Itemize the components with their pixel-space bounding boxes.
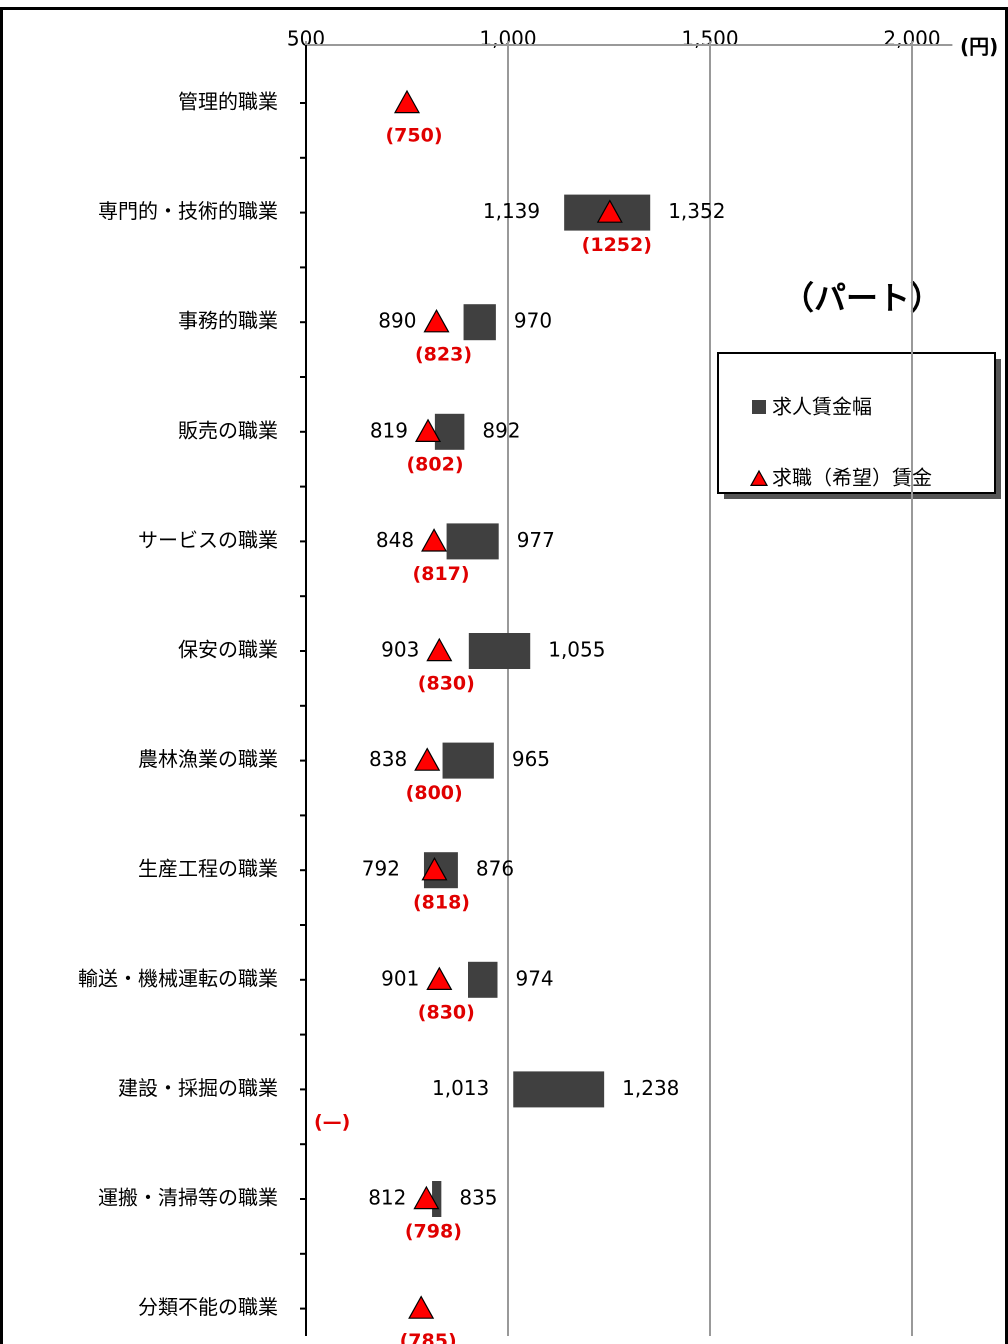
high-label: 970 bbox=[514, 309, 552, 333]
marker-label: (818) bbox=[413, 892, 470, 914]
legend-label: 求職（希望）賃金 bbox=[772, 466, 932, 490]
range-bar bbox=[468, 961, 498, 998]
y-tick-label: 事務的職業 bbox=[178, 309, 278, 333]
legend-swatch bbox=[752, 400, 766, 414]
low-label: 903 bbox=[381, 638, 419, 662]
range-bar bbox=[513, 1071, 605, 1108]
marker-label: (800) bbox=[406, 782, 463, 804]
low-label: 812 bbox=[368, 1186, 406, 1210]
y-tick-label: 農林漁業の職業 bbox=[138, 747, 278, 771]
y-tick-label: 輸送・機械運転の職業 bbox=[78, 966, 278, 990]
marker-label: (—) bbox=[314, 1111, 350, 1133]
marker bbox=[596, 199, 623, 223]
marker-label: (830) bbox=[418, 673, 475, 695]
range-bar bbox=[463, 304, 496, 341]
marker bbox=[426, 637, 453, 662]
high-label: 1,352 bbox=[668, 199, 725, 223]
high-label: 1,055 bbox=[548, 638, 605, 662]
low-label: 890 bbox=[378, 309, 416, 333]
marker bbox=[414, 418, 442, 442]
y-tick-label: 建設・採掘の職業 bbox=[118, 1076, 278, 1100]
y-tick-label: 保安の職業 bbox=[178, 638, 278, 662]
y-tick-label: 専門的・技術的職業 bbox=[98, 199, 278, 223]
unit-label: (円) bbox=[960, 35, 998, 59]
marker bbox=[413, 1185, 440, 1210]
high-label: 1,238 bbox=[622, 1076, 679, 1100]
low-label: 1,013 bbox=[432, 1076, 489, 1100]
marker bbox=[408, 1295, 435, 1319]
marker-label: (802) bbox=[406, 453, 463, 475]
marker-label: (798) bbox=[405, 1221, 462, 1243]
low-label: 819 bbox=[370, 418, 408, 442]
y-tick-label: 分類不能の職業 bbox=[138, 1295, 278, 1319]
y-tick-label: サービスの職業 bbox=[138, 528, 278, 552]
low-label: 838 bbox=[369, 747, 407, 771]
marker-label: (817) bbox=[413, 563, 470, 585]
high-label: 977 bbox=[517, 528, 555, 552]
range-bar bbox=[434, 413, 465, 450]
high-label: 835 bbox=[459, 1186, 497, 1210]
marker bbox=[414, 747, 441, 771]
legend-label: 求人賃金幅 bbox=[772, 395, 872, 419]
y-tick-label: 管理的職業 bbox=[178, 90, 278, 114]
marker-label: (750) bbox=[385, 125, 442, 147]
high-label: 974 bbox=[515, 966, 553, 990]
annotation: （パート） bbox=[782, 279, 942, 317]
legend bbox=[717, 352, 996, 494]
range-bar bbox=[468, 633, 531, 669]
y-tick-label: 販売の職業 bbox=[178, 418, 278, 442]
chart-border bbox=[0, 7, 1008, 1344]
high-label: 965 bbox=[512, 747, 550, 771]
high-label: 876 bbox=[476, 857, 514, 881]
y-tick-label: 生産工程の職業 bbox=[138, 857, 278, 881]
low-label: 901 bbox=[381, 966, 419, 990]
marker bbox=[393, 89, 421, 114]
marker-label: (830) bbox=[418, 1001, 475, 1023]
marker bbox=[421, 856, 448, 881]
y-tick-label: 運搬・清掃等の職業 bbox=[98, 1186, 278, 1210]
low-label: 1,139 bbox=[483, 199, 540, 223]
range-bar bbox=[442, 742, 494, 779]
marker-label: (823) bbox=[415, 344, 472, 366]
range-bar bbox=[432, 1181, 442, 1217]
marker bbox=[426, 966, 453, 990]
range-bar bbox=[446, 523, 499, 560]
marker bbox=[421, 528, 448, 552]
low-label: 792 bbox=[362, 857, 400, 881]
high-label: 892 bbox=[482, 418, 520, 442]
marker-label: (1252) bbox=[582, 234, 652, 256]
marker bbox=[423, 308, 450, 333]
marker bbox=[749, 469, 769, 486]
marker-label: (785) bbox=[400, 1330, 457, 1344]
low-label: 848 bbox=[376, 528, 414, 552]
